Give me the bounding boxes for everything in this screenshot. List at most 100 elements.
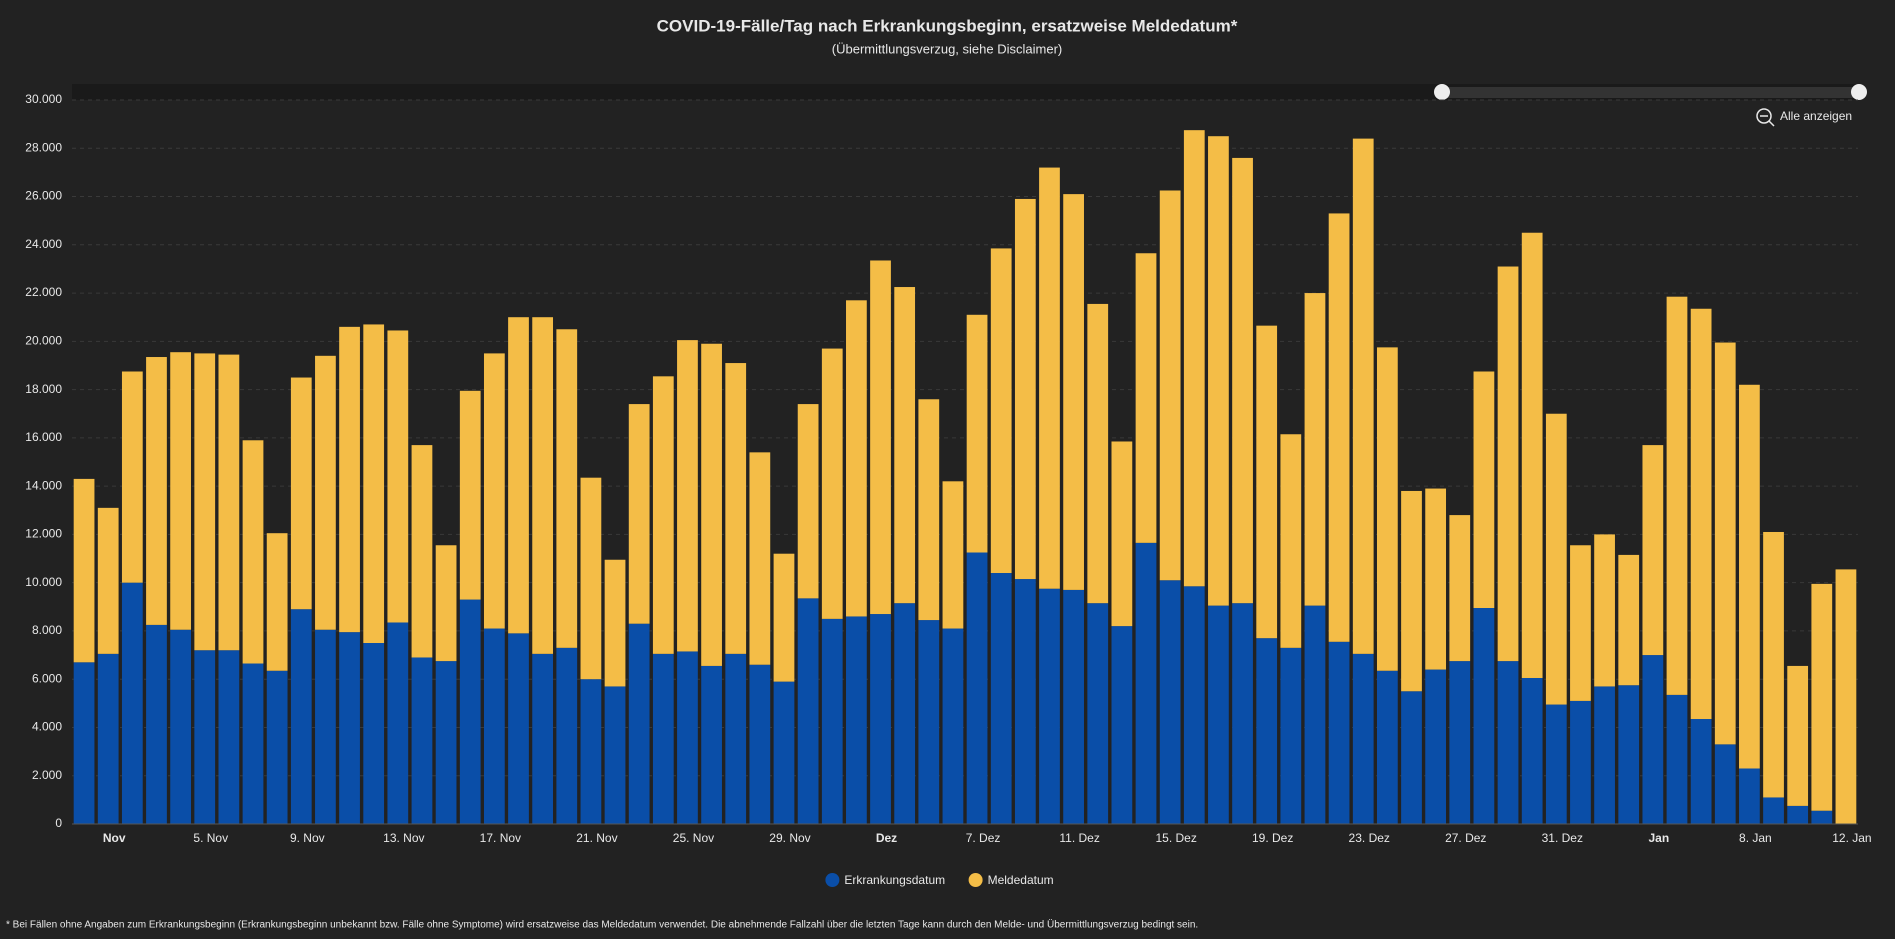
- bar-segment: [1739, 384, 1760, 769]
- y-tick-label: 26.000: [25, 189, 62, 203]
- bar-segment: [1352, 138, 1374, 654]
- bar-segment: [1304, 293, 1326, 606]
- bar-segment: [1039, 588, 1060, 824]
- x-tick-label: 19. Dez: [1252, 831, 1293, 845]
- x-tick-label: 27. Dez: [1445, 831, 1486, 845]
- bar-segment: [1063, 589, 1084, 824]
- bar-segment: [1763, 797, 1784, 824]
- bar-segment: [846, 300, 867, 617]
- bar-segment: [242, 440, 264, 664]
- bar-segment: [1425, 669, 1447, 824]
- bar-segment: [556, 329, 578, 648]
- bar-segment: [894, 287, 916, 604]
- zoom-label[interactable]: Alle anzeigen: [1780, 109, 1852, 123]
- bar-segment: [701, 665, 722, 824]
- x-tick-label: 31. Dez: [1542, 831, 1583, 845]
- bar-segment: [1642, 445, 1664, 656]
- bar-segment: [1521, 232, 1543, 678]
- bar-segment: [363, 643, 385, 824]
- bar-segment: [73, 662, 95, 824]
- x-tick-label: 11. Dez: [1059, 831, 1099, 845]
- bar-segment: [1690, 308, 1712, 720]
- x-tick-label: 29. Nov: [769, 831, 810, 845]
- bar-segment: [1376, 347, 1398, 671]
- bar-segment: [1111, 441, 1133, 627]
- bar-segment: [266, 533, 288, 671]
- scroll-grip[interactable]: [1851, 84, 1867, 100]
- scrollbar[interactable]: [1442, 87, 1859, 98]
- bar-segment: [121, 582, 143, 824]
- bar-segment: [1401, 691, 1422, 824]
- bar-segment: [1666, 296, 1688, 695]
- bar-segment: [1811, 810, 1833, 824]
- bar-segment: [1135, 253, 1157, 543]
- x-tick-label: 23. Dez: [1349, 831, 1390, 845]
- bar-segment: [1570, 545, 1591, 701]
- bar-segment: [1232, 603, 1253, 824]
- bar-segment: [1352, 653, 1374, 824]
- bar-segment: [194, 650, 216, 824]
- bar-segment: [1642, 655, 1664, 824]
- bar-segment: [1787, 805, 1809, 824]
- bar-segment: [1787, 665, 1809, 806]
- bar-segment: [604, 559, 626, 687]
- bar-segment: [170, 629, 191, 824]
- bar-segment: [580, 477, 602, 680]
- y-tick-label: 20.000: [25, 334, 62, 348]
- bar-segment: [1449, 515, 1471, 662]
- bar-segment: [990, 573, 1012, 824]
- x-tick-label: 13. Nov: [383, 831, 424, 845]
- bar-segment: [1280, 434, 1302, 648]
- bar-segment: [797, 598, 819, 824]
- bar-segment: [315, 355, 336, 630]
- y-tick-label: 2.000: [32, 768, 62, 782]
- scroll-band: [72, 84, 1859, 100]
- bar-segment: [1425, 488, 1447, 670]
- bar-segment: [1497, 661, 1519, 824]
- bar-segment: [821, 348, 843, 619]
- bar-segment: [966, 314, 988, 553]
- x-tick-label: 5. Nov: [193, 831, 228, 845]
- bar-segment: [1039, 167, 1060, 589]
- scroll-grip[interactable]: [1434, 84, 1450, 100]
- zoom-button[interactable]: Alle anzeigen: [1756, 108, 1852, 127]
- bar-segment: [1714, 744, 1736, 824]
- bar-segment: [821, 618, 843, 824]
- bar-segment: [1473, 371, 1495, 609]
- bar-segment: [1497, 266, 1519, 662]
- bar-segment: [1063, 194, 1084, 590]
- bar-segment: [1449, 661, 1471, 824]
- bar-segment: [652, 376, 674, 654]
- bar-segment: [725, 653, 747, 824]
- bar-segment: [725, 363, 747, 654]
- bar-segment: [749, 452, 771, 665]
- chart-subtitle: (Übermittlungsverzug, siehe Disclaimer): [832, 41, 1062, 56]
- x-tick-label: Jan: [1649, 831, 1670, 845]
- bar-segment: [1401, 490, 1422, 692]
- bar-segment: [1014, 198, 1036, 580]
- bar-segment: [1521, 677, 1543, 824]
- bar-segment: [218, 354, 240, 651]
- bar-segment: [1232, 157, 1253, 604]
- bar-segment: [1570, 700, 1591, 824]
- bar-segment: [1159, 190, 1181, 581]
- bar-segment: [1594, 534, 1615, 687]
- bar-segment: [556, 647, 578, 824]
- bar-segment: [1763, 531, 1784, 798]
- bar-segment: [170, 352, 191, 630]
- bar-segment: [146, 624, 167, 824]
- bar-segment: [97, 507, 119, 654]
- bar-segment: [532, 317, 554, 654]
- bar-segment: [508, 633, 529, 824]
- legend-swatch: [825, 873, 840, 887]
- bar-segment: [773, 553, 795, 682]
- bar-segment: [242, 663, 264, 824]
- bar-segment: [797, 404, 819, 599]
- x-tick-label: 9. Nov: [290, 831, 325, 845]
- y-tick-label: 24.000: [25, 237, 62, 251]
- x-tick-label: 17. Nov: [480, 831, 521, 845]
- bar-segment: [1256, 325, 1278, 639]
- x-tick-label: 21. Nov: [576, 831, 617, 845]
- y-tick-label: 30.000: [25, 92, 62, 106]
